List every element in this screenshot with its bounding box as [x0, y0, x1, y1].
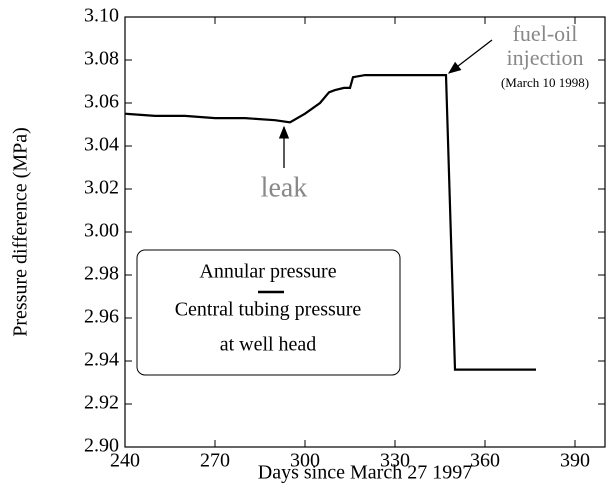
y-tick-label: 3.00 — [84, 220, 119, 242]
injection-arrow — [447, 39, 493, 74]
box-text: at well head — [220, 334, 317, 356]
annotation: injection — [507, 45, 584, 70]
y-tick-label: 2.94 — [84, 349, 119, 371]
y-tick-label: 2.90 — [84, 435, 119, 457]
annotation: leak — [261, 172, 308, 203]
annotation: (March 10 1998) — [501, 75, 589, 90]
y-tick-label: 3.08 — [84, 48, 119, 70]
y-tick-label: 2.96 — [84, 306, 119, 328]
y-tick-label: 3.02 — [84, 177, 119, 199]
x-axis-label: Days since March 27 1997 — [258, 462, 472, 484]
x-tick-label: 390 — [560, 450, 590, 472]
box-text: Annular pressure — [199, 261, 336, 283]
text-box — [136, 249, 401, 376]
x-tick-label: 300 — [290, 450, 320, 472]
y-tick-label: 3.04 — [84, 134, 119, 156]
y-tick-label: 2.98 — [84, 263, 119, 285]
x-tick-label: 240 — [110, 450, 140, 472]
box-text: Central tubing pressure — [175, 299, 362, 321]
x-tick-label: 360 — [470, 450, 500, 472]
y-tick-label: 3.10 — [84, 5, 119, 27]
y-axis-label: Pressure difference (MPa) — [10, 127, 32, 337]
y-tick-label: 2.92 — [84, 392, 119, 414]
x-tick-label: 270 — [200, 450, 230, 472]
data-line — [124, 74, 536, 371]
annotation: fuel-oil — [513, 21, 578, 46]
x-tick-label: 330 — [380, 450, 410, 472]
y-tick-label: 3.06 — [84, 91, 119, 113]
